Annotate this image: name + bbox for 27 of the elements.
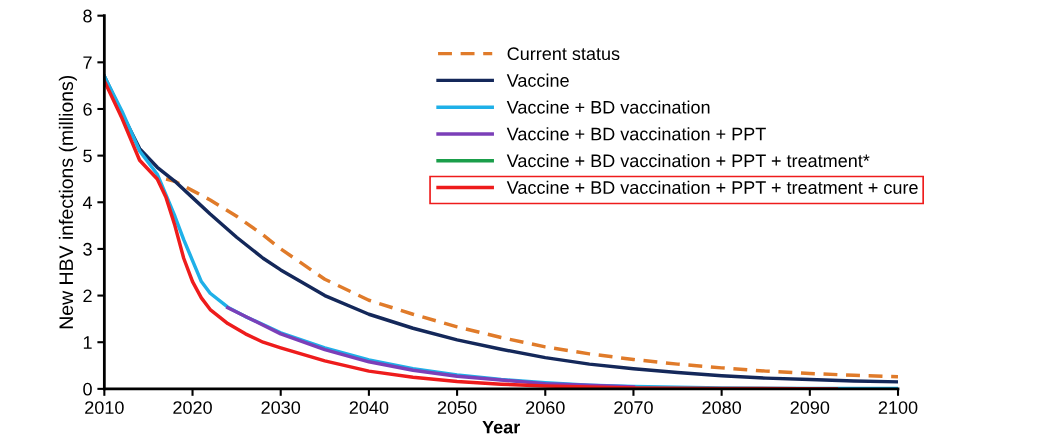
x-axis-title: Year [482,420,520,434]
y-axis-title: New HBV infections (millions) [58,75,77,329]
legend-label: Vaccine + BD vaccination + PPT + treatment* [506,153,870,168]
legend-label: Vaccine [506,73,569,87]
x-tick-label: 2080 [702,401,742,414]
y-tick-label: 5 [83,149,92,163]
legend-label: Vaccine + BD vaccination + PPT [506,127,766,141]
x-tick-label: 2030 [261,401,301,414]
x-tick-label: 2040 [349,401,389,414]
y-tick-label: 2 [83,289,92,303]
x-tick-label: 2060 [526,401,565,414]
y-tick-label: 7 [83,56,92,69]
legend-label: Vaccine + BD vaccination + PPT + treatment + cure [506,180,918,194]
x-tick-label: 2090 [790,401,830,414]
legend-label: Vaccine + BD vaccination [506,100,710,114]
x-tick-label: 2010 [85,401,124,414]
y-tick-label: 4 [82,196,93,209]
y-tick-label: 1 [83,336,92,349]
y-tick-label: 6 [83,102,92,116]
x-tick-label: 2070 [614,401,653,414]
y-tick-label: 0 [83,382,92,396]
x-tick-label: 2020 [173,401,212,414]
x-tick-label: 2100 [878,401,918,414]
x-tick-label: 2050 [437,401,477,414]
y-tick-label: 3 [83,242,92,256]
y-tick-label: 8 [83,9,92,23]
legend-label: Current status [507,47,620,61]
